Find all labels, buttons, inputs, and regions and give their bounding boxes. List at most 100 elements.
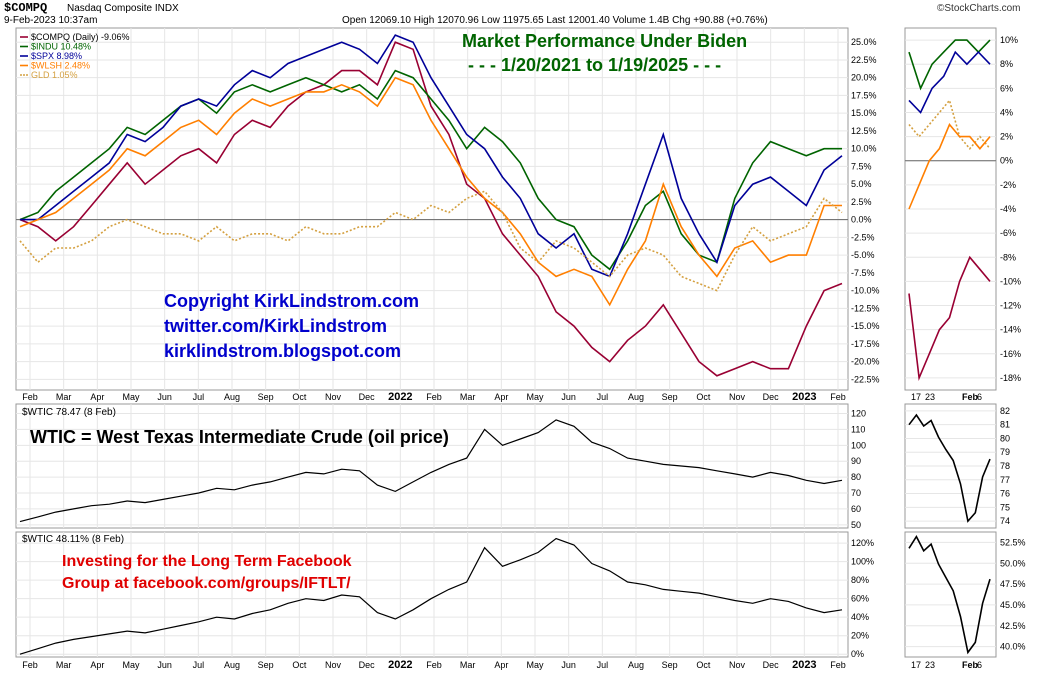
copyright-line-1: Copyright KirkLindstrom.com [164, 291, 420, 311]
zoom-y-tick-label: 0% [1000, 156, 1013, 166]
zoom-series-line-gld [908, 98, 991, 150]
zoom-x-tick-label: 17 [911, 392, 921, 402]
x-tick-label: Feb [426, 392, 442, 402]
y-tick-label: 70 [851, 488, 861, 498]
y-tick-label: 20% [851, 631, 869, 641]
x-tick-label: May [526, 660, 544, 670]
series-line-wtic [19, 419, 843, 523]
y-tick-label: 22.5% [851, 55, 877, 65]
zoom-y-tick-label: -12% [1000, 301, 1021, 311]
zoom-y-tick-label: 78 [1000, 461, 1010, 471]
x-tick-label: Aug [628, 392, 644, 402]
y-tick-label: -17.5% [851, 339, 880, 349]
x-tick-label: Nov [729, 392, 746, 402]
y-tick-label: 80% [851, 575, 869, 585]
legend-entry: $INDU 10.48% [31, 42, 91, 52]
x-tick-label: Oct [292, 392, 307, 402]
y-tick-label: 60 [851, 504, 861, 514]
series-line-compq [19, 41, 843, 377]
zoom-y-tick-label: 47.5% [1000, 579, 1026, 589]
zoom-y-tick-label: 6% [1000, 83, 1013, 93]
x-tick-label: Nov [325, 660, 342, 670]
index-name: Nasdaq Composite INDX [67, 3, 179, 14]
group-line-2: Group at facebook.com/groups/IFTLT/ [62, 575, 351, 592]
zoom-y-tick-label: 75 [1000, 502, 1010, 512]
y-tick-label: -12.5% [851, 303, 880, 313]
zoom-series-line-compq [908, 255, 991, 381]
x-tick-label: Mar [56, 392, 72, 402]
zoom-x-tick-label: Feb [962, 660, 979, 670]
x-tick-label: Apr [90, 660, 104, 670]
y-tick-label: 10.0% [851, 144, 877, 154]
x-tick-label: 2022 [388, 391, 412, 403]
x-tick-label: Apr [494, 660, 508, 670]
x-tick-label: Jul [193, 660, 205, 670]
x-tick-label: Jul [193, 392, 205, 402]
panel-frame-0 [15, 27, 849, 391]
wtic-pct-panel-title: $WTIC 48.11% (8 Feb) [22, 534, 124, 545]
zoom-y-tick-label: 8% [1000, 59, 1013, 69]
zoom-y-tick-label: 42.5% [1000, 621, 1026, 631]
y-tick-label: -15.0% [851, 321, 880, 331]
x-tick-label: Mar [56, 660, 72, 670]
zoom-y-tick-label: 52.5% [1000, 537, 1026, 547]
y-tick-label: 40% [851, 612, 869, 622]
zoom-y-tick-label: 79 [1000, 447, 1010, 457]
zoom-y-tick-label: 4% [1000, 107, 1013, 117]
y-tick-label: 0.0% [851, 215, 872, 225]
x-tick-label: Nov [729, 660, 746, 670]
y-tick-label: 20.0% [851, 73, 877, 83]
x-tick-label: Jul [597, 660, 609, 670]
zoom-series-line-wtic [908, 413, 991, 523]
legend-entry: $COMPQ (Daily) -9.06% [31, 32, 130, 42]
x-tick-label: Aug [224, 660, 240, 670]
zoom-series-line-spx [908, 50, 991, 114]
zoom-y-tick-label: -6% [1000, 228, 1016, 238]
x-tick-label: Nov [325, 392, 342, 402]
zoom-y-tick-label: 82 [1000, 406, 1010, 416]
x-tick-label: Mar [460, 660, 476, 670]
x-tick-label: Mar [460, 392, 476, 402]
wtic-note: WTIC = West Texas Intermediate Crude (oi… [30, 427, 449, 447]
y-tick-label: 0% [851, 649, 864, 659]
zoom-series-line-wtic [908, 534, 991, 655]
header-date: 9-Feb-2023 10:37am [4, 15, 98, 26]
panel-frame-1 [15, 403, 849, 529]
zoom-x-tick-label: 6 [977, 392, 982, 402]
x-tick-label: Feb [830, 392, 846, 402]
zoom-y-tick-label: 40.0% [1000, 642, 1026, 652]
y-tick-label: 80 [851, 472, 861, 482]
series-line-wlsh [19, 76, 842, 307]
zoom-y-tick-label: 10% [1000, 35, 1018, 45]
zoom-y-tick-label: 45.0% [1000, 600, 1026, 610]
symbol-label: $COMPQ [4, 1, 48, 15]
y-tick-label: 7.5% [851, 161, 872, 171]
y-tick-label: 50 [851, 520, 861, 530]
zoom-y-tick-label: -2% [1000, 180, 1016, 190]
x-tick-label: Jun [157, 392, 172, 402]
x-tick-label: Aug [224, 392, 240, 402]
zoom-y-tick-label: 81 [1000, 420, 1010, 430]
x-tick-label: Oct [696, 392, 711, 402]
panel-frame-2 [15, 531, 849, 658]
x-tick-label: Dec [359, 660, 376, 670]
y-tick-label: 120 [851, 409, 866, 419]
zoom-y-tick-label: -10% [1000, 276, 1021, 286]
zoom-frame-2 [904, 531, 997, 658]
x-tick-label: Jun [561, 392, 576, 402]
x-tick-label: Jul [597, 392, 609, 402]
x-tick-label: Apr [90, 392, 104, 402]
x-tick-label: Dec [359, 392, 376, 402]
ohlc-readout: Open 12069.10 High 12070.96 Low 11975.65… [342, 15, 768, 26]
y-tick-label: 17.5% [851, 90, 877, 100]
y-tick-label: -2.5% [851, 232, 875, 242]
y-tick-label: 120% [851, 538, 874, 548]
copyright-line-2: twitter.com/KirkLindstrom [164, 316, 388, 336]
y-tick-label: 15.0% [851, 108, 877, 118]
brand-label: ©StockCharts.com [937, 3, 1021, 14]
zoom-series-line-indu [908, 39, 991, 91]
y-tick-label: 100% [851, 557, 874, 567]
copyright-line-3: kirklindstrom.blogspot.com [164, 341, 402, 361]
x-tick-label: 2023 [792, 391, 816, 403]
